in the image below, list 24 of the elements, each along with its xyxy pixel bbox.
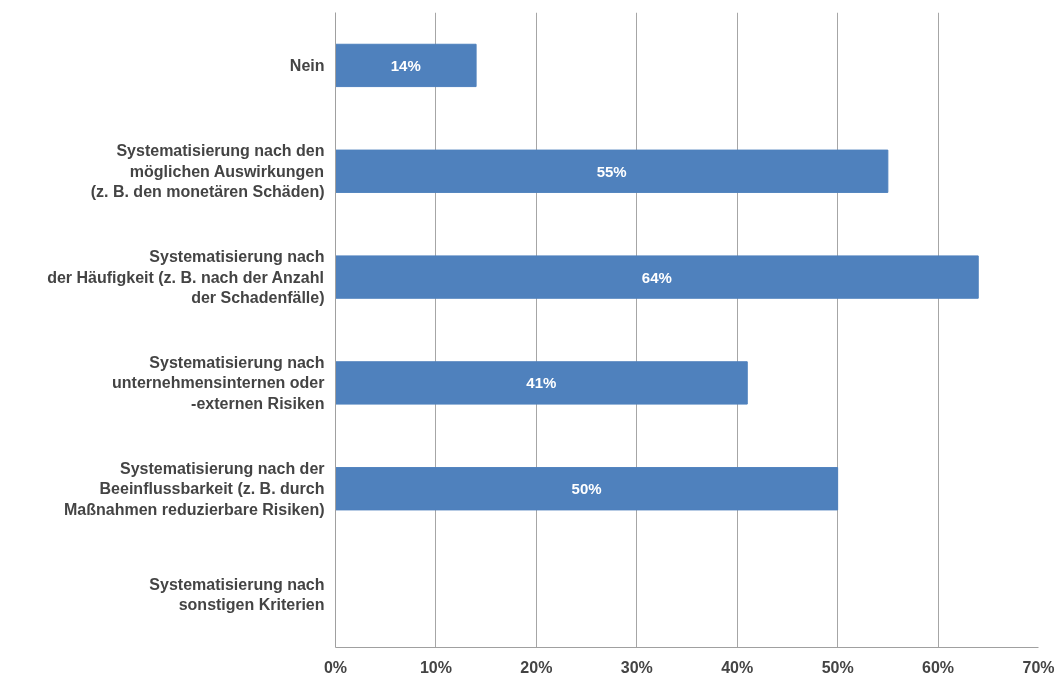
y-tick-label: Systematisierung nach der Beeinflussbarkeit (z. B. durch Maßnahmen reduzierbare Risiken) bbox=[63, 459, 325, 518]
data-label: 50% bbox=[571, 480, 602, 498]
y-tick-label: Systematisierung nach unternehmensinternen oder -externen Risiken bbox=[112, 354, 325, 412]
data-label: 41% bbox=[526, 374, 557, 392]
x-tick-label: 40% bbox=[721, 658, 754, 676]
y-tick-label: Systematisierung nach den möglichen Auswirkungen (z. B. den monetären Schäden) bbox=[90, 142, 325, 201]
x-tick-label: 0% bbox=[323, 658, 348, 676]
x-tick-label: 30% bbox=[620, 658, 653, 676]
x-tick-label: 60% bbox=[922, 658, 955, 676]
bar bbox=[335, 255, 979, 299]
y-tick-label: Systematisierung nach der Häufigkeit (z. B. nach der Anzahl der Schadenfälle) bbox=[47, 248, 325, 306]
x-tick-label: 20% bbox=[520, 658, 553, 676]
data-label: 14% bbox=[390, 56, 421, 74]
x-tick-label: 50% bbox=[821, 658, 854, 676]
bar bbox=[335, 149, 889, 193]
bar bbox=[335, 467, 839, 511]
data-label: 64% bbox=[641, 268, 672, 286]
bar bbox=[335, 43, 477, 88]
x-tick-label: 10% bbox=[419, 658, 452, 676]
x-tick-label: 70% bbox=[1022, 658, 1055, 676]
data-label: 55% bbox=[596, 162, 627, 180]
y-tick-label: Systematisierung nach sonstigen Kriterien bbox=[149, 575, 325, 614]
y-tick-label: Nein bbox=[289, 56, 325, 74]
bar bbox=[335, 361, 748, 405]
